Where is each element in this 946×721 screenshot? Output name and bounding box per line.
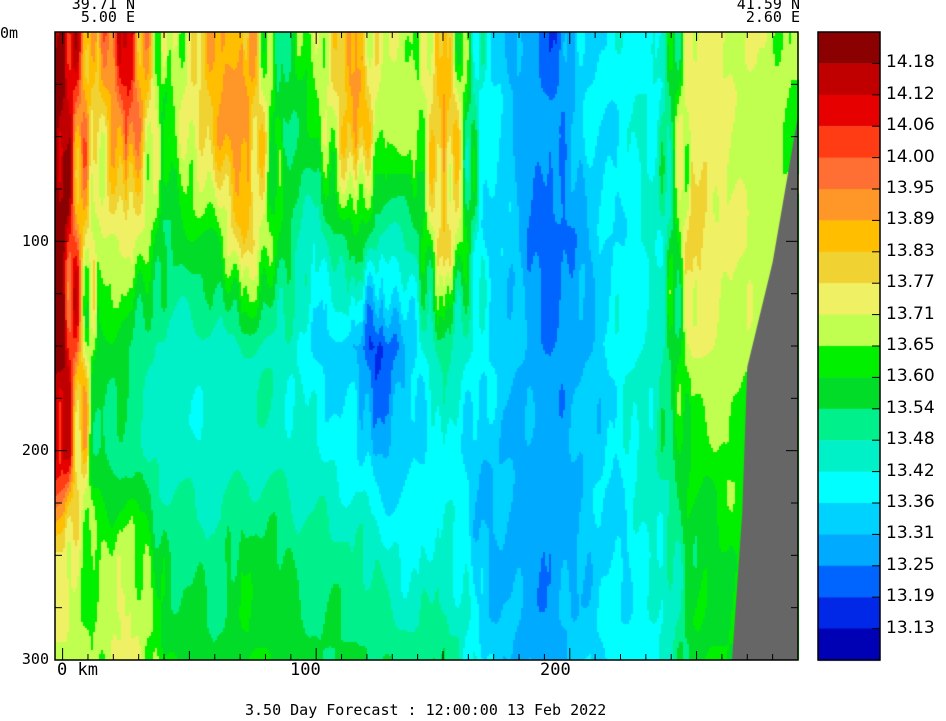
colorbar-label: 13.83 <box>886 240 935 261</box>
x-tick-label-0: 0 km <box>57 660 98 680</box>
colorbar-label: 13.89 <box>886 209 935 230</box>
colorbar-label: 13.36 <box>886 492 935 512</box>
colorbar-label: 13.65 <box>886 335 935 355</box>
colorbar-label: 13.71 <box>886 303 935 324</box>
colorbar-label: 14.00 <box>886 146 935 167</box>
plot-frame <box>54 31 799 661</box>
colorbar-label: 14.18 <box>886 52 935 73</box>
chart-title: 3.50 Day Forecast : 12:00:00 13 Feb 2022 <box>245 701 607 719</box>
colorbar-label: 14.12 <box>886 83 935 104</box>
colorbar-label: 13.31 <box>886 523 935 544</box>
y-tick-label-300: 300 <box>21 650 49 668</box>
y-tick-label-100: 100 <box>21 232 49 250</box>
colorbar-label: 13.42 <box>886 460 935 481</box>
y-tick-label-0: 0m <box>0 24 19 42</box>
x-tick-label-200: 200 <box>540 660 571 680</box>
colorbar-label: 13.13 <box>886 617 935 638</box>
end-lon-label: 2.60 E <box>745 8 800 26</box>
x-tick-label-100: 100 <box>290 660 321 680</box>
colorbar-frame <box>817 31 881 661</box>
start-lon-label: 5.00 E <box>80 8 135 26</box>
colorbar-label: 13.19 <box>886 586 935 607</box>
y-tick-label-200: 200 <box>21 441 49 459</box>
end-lat-label: 41.59 N <box>736 0 800 13</box>
colorbar-label: 13.48 <box>886 429 935 450</box>
colorbar-label: 13.60 <box>886 366 935 387</box>
colorbar-label: 13.54 <box>886 397 935 418</box>
start-lat-label: 39.71 N <box>71 0 135 13</box>
colorbar-label: 14.06 <box>886 115 935 136</box>
colorbar-label: 13.77 <box>886 272 935 293</box>
colorbar-label: 13.25 <box>886 554 935 575</box>
colorbar-label: 13.95 <box>886 178 935 198</box>
